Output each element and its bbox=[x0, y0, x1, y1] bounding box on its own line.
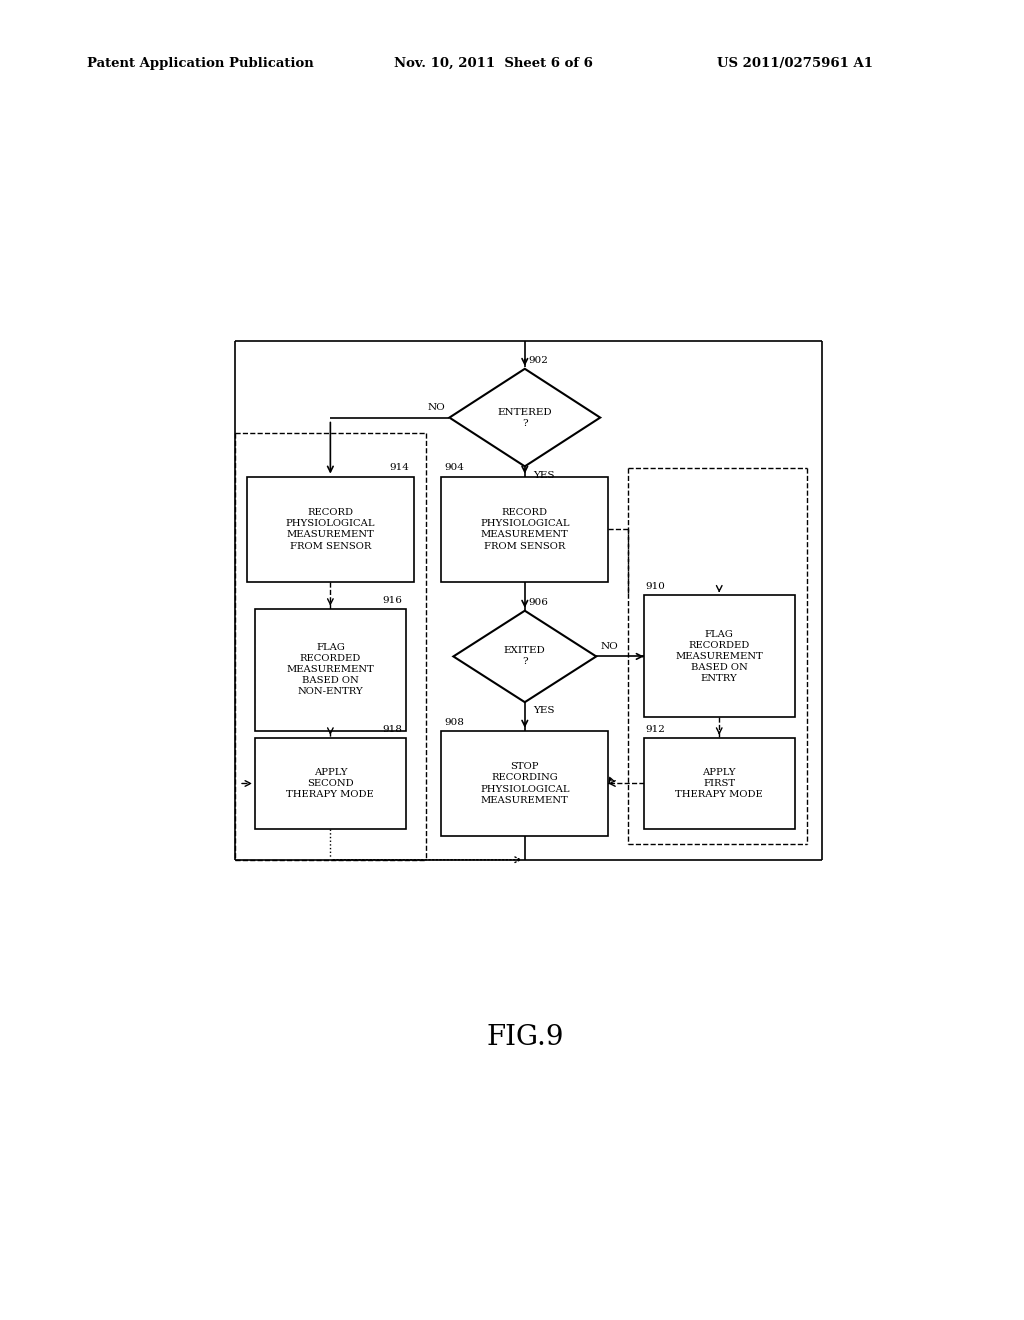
Text: NO: NO bbox=[600, 643, 617, 651]
Text: 908: 908 bbox=[444, 718, 465, 726]
Text: Patent Application Publication: Patent Application Publication bbox=[87, 57, 313, 70]
Text: 902: 902 bbox=[528, 355, 549, 364]
Text: 914: 914 bbox=[390, 463, 410, 473]
Text: NO: NO bbox=[428, 404, 445, 412]
FancyBboxPatch shape bbox=[644, 738, 795, 829]
Text: YES: YES bbox=[532, 706, 554, 715]
Text: APPLY
FIRST
THERAPY MODE: APPLY FIRST THERAPY MODE bbox=[676, 768, 763, 799]
Text: 918: 918 bbox=[382, 725, 401, 734]
FancyBboxPatch shape bbox=[255, 738, 406, 829]
FancyBboxPatch shape bbox=[441, 477, 608, 582]
Text: ENTERED
?: ENTERED ? bbox=[498, 408, 552, 428]
Text: 912: 912 bbox=[645, 725, 666, 734]
Text: Nov. 10, 2011  Sheet 6 of 6: Nov. 10, 2011 Sheet 6 of 6 bbox=[394, 57, 593, 70]
FancyBboxPatch shape bbox=[255, 609, 406, 731]
Text: STOP
RECORDING
PHYSIOLOGICAL
MEASUREMENT: STOP RECORDING PHYSIOLOGICAL MEASUREMENT bbox=[480, 763, 569, 805]
Text: APPLY
SECOND
THERAPY MODE: APPLY SECOND THERAPY MODE bbox=[287, 768, 374, 799]
Text: EXITED
?: EXITED ? bbox=[504, 647, 546, 667]
Text: YES: YES bbox=[532, 471, 554, 480]
Text: 916: 916 bbox=[382, 595, 401, 605]
FancyBboxPatch shape bbox=[644, 595, 795, 718]
Polygon shape bbox=[454, 611, 596, 702]
FancyBboxPatch shape bbox=[441, 731, 608, 837]
Text: 904: 904 bbox=[444, 463, 465, 473]
Text: 906: 906 bbox=[528, 598, 549, 607]
Text: FIG.9: FIG.9 bbox=[486, 1024, 563, 1051]
Text: FLAG
RECORDED
MEASUREMENT
BASED ON
NON-ENTRY: FLAG RECORDED MEASUREMENT BASED ON NON-E… bbox=[287, 643, 374, 697]
Text: FLAG
RECORDED
MEASUREMENT
BASED ON
ENTRY: FLAG RECORDED MEASUREMENT BASED ON ENTRY bbox=[676, 630, 763, 684]
Text: RECORD
PHYSIOLOGICAL
MEASUREMENT
FROM SENSOR: RECORD PHYSIOLOGICAL MEASUREMENT FROM SE… bbox=[286, 508, 375, 550]
Text: RECORD
PHYSIOLOGICAL
MEASUREMENT
FROM SENSOR: RECORD PHYSIOLOGICAL MEASUREMENT FROM SE… bbox=[480, 508, 569, 550]
Text: 910: 910 bbox=[645, 582, 666, 591]
FancyBboxPatch shape bbox=[247, 477, 414, 582]
Text: US 2011/0275961 A1: US 2011/0275961 A1 bbox=[717, 57, 872, 70]
Polygon shape bbox=[450, 368, 600, 466]
